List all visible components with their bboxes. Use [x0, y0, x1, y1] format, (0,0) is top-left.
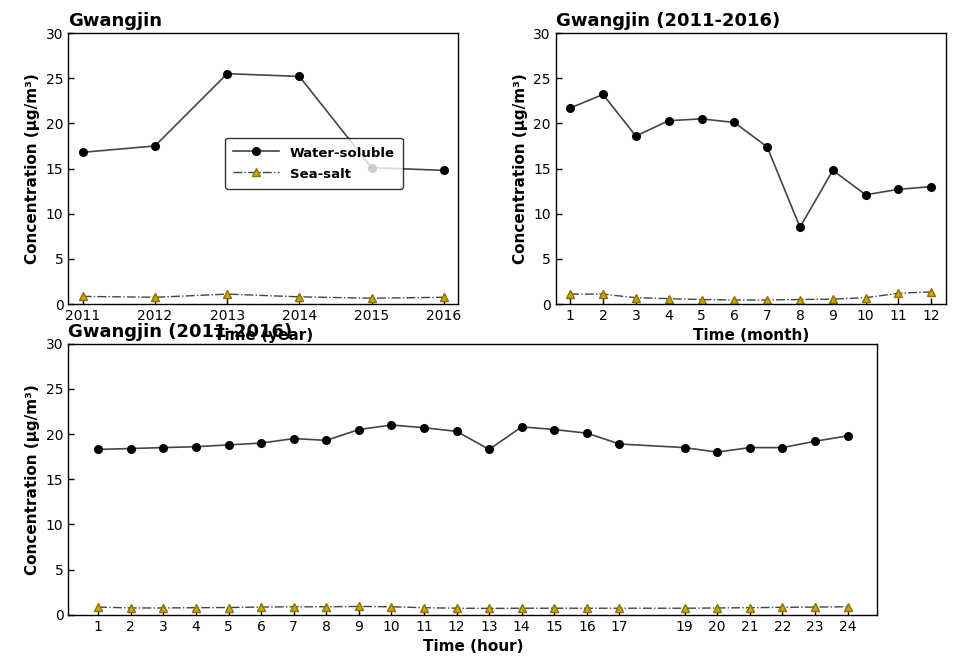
Water-soluble [841, 432, 853, 440]
Sea-salt [321, 603, 332, 611]
Sea-salt [860, 293, 872, 301]
Water-soluble [288, 435, 299, 443]
Water-soluble [484, 446, 495, 453]
Legend: Water-soluble, Sea-salt: Water-soluble, Sea-salt [225, 137, 403, 188]
Sea-salt [366, 294, 377, 302]
Line: Water-soluble: Water-soluble [95, 421, 851, 456]
Y-axis label: Concentration (μg/m³): Concentration (μg/m³) [513, 73, 527, 264]
Sea-salt [125, 604, 136, 612]
Water-soluble [695, 115, 707, 123]
Water-soluble [93, 446, 104, 453]
Sea-salt [418, 603, 430, 611]
Water-soluble [366, 164, 377, 172]
Water-soluble [293, 73, 305, 81]
Water-soluble [158, 444, 170, 451]
Line: Sea-salt: Sea-salt [566, 288, 935, 304]
Sea-salt [288, 603, 299, 611]
Sea-salt [841, 603, 853, 611]
Sea-salt [712, 604, 723, 612]
Sea-salt [222, 603, 234, 611]
Sea-salt [484, 604, 495, 612]
Line: Sea-salt: Sea-salt [94, 602, 852, 613]
Y-axis label: Concentration (μg/m³): Concentration (μg/m³) [25, 73, 40, 264]
Sea-salt [353, 602, 365, 610]
Water-soluble [925, 182, 937, 190]
Sea-salt [293, 293, 305, 301]
Water-soluble [565, 104, 576, 112]
Water-soluble [418, 424, 430, 432]
Water-soluble [893, 185, 905, 193]
Water-soluble [795, 223, 806, 231]
X-axis label: Time (month): Time (month) [692, 329, 809, 344]
Water-soluble [125, 445, 136, 453]
Water-soluble [597, 91, 608, 98]
Sea-salt [158, 604, 170, 612]
Line: Sea-salt: Sea-salt [79, 290, 448, 302]
Sea-salt [761, 296, 773, 304]
Water-soluble [827, 167, 838, 175]
Sea-salt [679, 604, 690, 612]
Sea-salt [597, 290, 608, 298]
Water-soluble [222, 441, 234, 449]
Water-soluble [221, 70, 233, 78]
Text: Gwangjin (2011-2016): Gwangjin (2011-2016) [68, 323, 292, 341]
Sea-salt [581, 604, 593, 612]
Water-soluble [549, 426, 561, 434]
Sea-salt [925, 288, 937, 296]
Water-soluble [255, 439, 267, 447]
Line: Water-soluble: Water-soluble [79, 70, 448, 175]
Sea-salt [93, 603, 104, 611]
Water-soluble [385, 421, 397, 429]
Sea-salt [438, 293, 449, 301]
Water-soluble [353, 426, 365, 434]
Sea-salt [728, 296, 740, 304]
Sea-salt [190, 603, 202, 611]
Text: Gwangjin (2011-2016): Gwangjin (2011-2016) [556, 12, 780, 30]
Sea-salt [385, 603, 397, 611]
Water-soluble [149, 142, 161, 150]
Sea-salt [516, 604, 527, 612]
Water-soluble [761, 143, 773, 151]
Sea-salt [221, 290, 233, 298]
Text: Gwangjin: Gwangjin [68, 12, 162, 30]
Water-soluble [663, 117, 675, 125]
Sea-salt [827, 295, 838, 303]
Water-soluble [679, 444, 690, 451]
Sea-salt [549, 604, 561, 612]
Water-soluble [630, 132, 642, 140]
Sea-salt [149, 293, 161, 301]
Sea-salt [776, 603, 788, 611]
Sea-salt [630, 293, 642, 301]
Water-soluble [744, 444, 756, 451]
Sea-salt [893, 290, 905, 297]
Water-soluble [776, 444, 788, 451]
Sea-salt [255, 603, 267, 611]
Water-soluble [728, 118, 740, 126]
Water-soluble [516, 423, 527, 431]
Line: Water-soluble: Water-soluble [566, 91, 935, 231]
Water-soluble [613, 440, 625, 448]
Water-soluble [581, 429, 593, 437]
Water-soluble [77, 148, 89, 156]
Water-soluble [860, 191, 872, 199]
Sea-salt [695, 295, 707, 303]
X-axis label: Time (year): Time (year) [214, 329, 313, 344]
Water-soluble [712, 448, 723, 456]
Sea-salt [663, 295, 675, 303]
Sea-salt [744, 603, 756, 611]
Sea-salt [450, 604, 462, 612]
Water-soluble [190, 443, 202, 451]
Sea-salt [795, 295, 806, 303]
Y-axis label: Concentration (μg/m³): Concentration (μg/m³) [25, 384, 40, 574]
Sea-salt [613, 604, 625, 612]
Water-soluble [809, 438, 821, 446]
Water-soluble [438, 167, 449, 175]
Sea-salt [565, 290, 576, 298]
X-axis label: Time (hour): Time (hour) [422, 639, 524, 654]
Water-soluble [450, 428, 462, 436]
Sea-salt [809, 603, 821, 611]
Sea-salt [77, 292, 89, 300]
Water-soluble [321, 436, 332, 444]
